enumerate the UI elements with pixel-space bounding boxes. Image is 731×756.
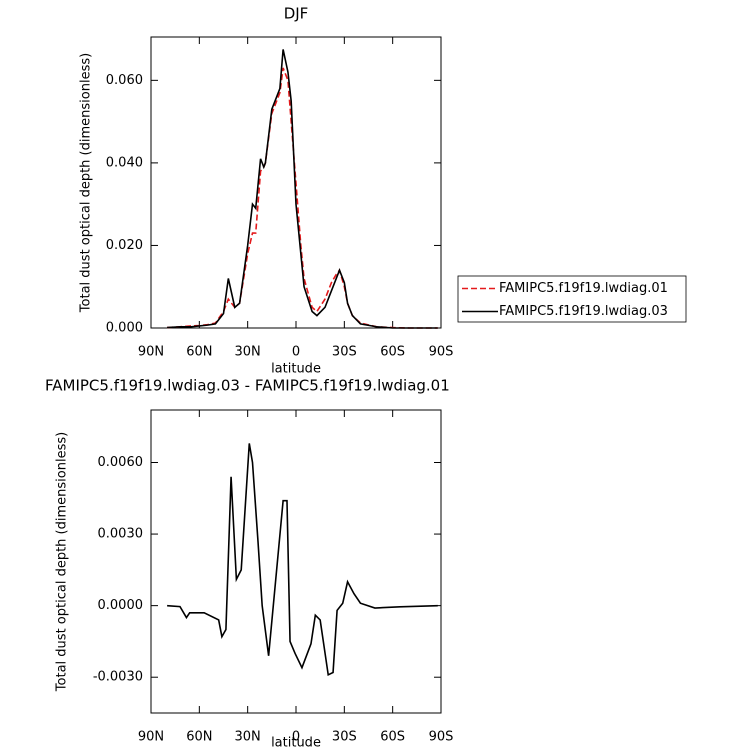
x-tick-label: 0 xyxy=(292,730,300,745)
y-tick-label: 0.000 xyxy=(106,321,143,336)
y-axis-label: Total dust optical depth (dimensionless) xyxy=(79,53,94,313)
x-tick-label: 30N xyxy=(235,730,261,745)
legend-box xyxy=(457,275,687,323)
x-tick-label: 30S xyxy=(332,730,357,745)
y-tick-label: 0.0060 xyxy=(98,455,144,470)
x-tick-label: 90N xyxy=(138,345,164,360)
data-line xyxy=(167,443,438,677)
plot-frame xyxy=(150,36,442,329)
y-tick-label: 0.060 xyxy=(106,73,143,88)
x-tick-label: 90S xyxy=(429,730,454,745)
x-tick-label: 60N xyxy=(186,730,212,745)
y-tick-label: 0.0000 xyxy=(98,598,144,613)
x-tick-label: 60S xyxy=(380,345,405,360)
y-tick-label: 0.020 xyxy=(106,238,143,253)
x-tick-label: 60S xyxy=(380,730,405,745)
data-line xyxy=(167,67,438,329)
x-tick-label: 0 xyxy=(292,345,300,360)
data-line xyxy=(167,49,438,329)
chart-title: FAMIPC5.f19f19.lwdiag.03 - FAMIPC5.f19f1… xyxy=(45,377,450,395)
y-tick-label: -0.0030 xyxy=(93,670,143,685)
x-tick-label: 90N xyxy=(138,730,164,745)
x-axis-label: latitude xyxy=(271,736,321,751)
x-tick-label: 90S xyxy=(429,345,454,360)
legend-label: FAMIPC5.f19f19.lwdiag.03 xyxy=(499,304,668,319)
plot-frame xyxy=(150,409,442,714)
chart-title: DJF xyxy=(284,5,309,23)
x-tick-label: 30S xyxy=(332,345,357,360)
x-tick-label: 30N xyxy=(235,345,261,360)
y-tick-label: 0.0030 xyxy=(98,527,144,542)
y-tick-label: 0.040 xyxy=(106,155,143,170)
legend-label: FAMIPC5.f19f19.lwdiag.01 xyxy=(499,281,668,296)
x-tick-label: 60N xyxy=(186,345,212,360)
x-axis-label: latitude xyxy=(271,362,321,377)
y-axis-label: Total dust optical depth (dimensionless) xyxy=(55,432,70,692)
